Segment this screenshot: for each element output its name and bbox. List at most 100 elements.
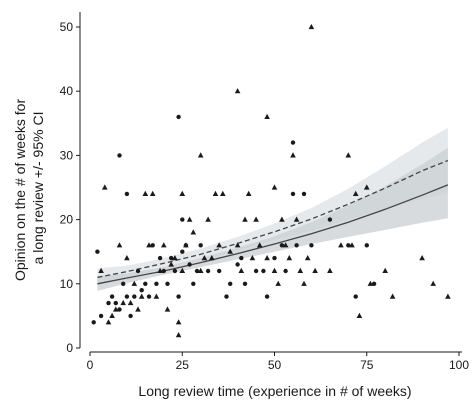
data-point-triangle [113,306,119,312]
data-point-circle [117,307,122,312]
data-point-circle [187,262,192,267]
data-point-triangle [349,242,355,248]
data-point-triangle [138,293,145,299]
data-point-triangle [186,216,193,222]
data-point-triangle [249,255,256,261]
data-point-triangle [445,293,451,299]
data-point-triangle [220,190,226,196]
data-point-circle [242,281,248,286]
data-point-circle [224,294,229,299]
data-point-triangle [242,216,248,222]
data-point-circle [290,140,296,145]
data-point-triangle [135,306,141,312]
data-point-triangle [98,267,104,273]
data-point-triangle [209,255,215,261]
data-point-triangle [253,216,259,222]
data-point-triangle [142,190,149,196]
data-point-triangle [275,280,281,286]
data-point-circle [91,320,96,325]
data-point-triangle [256,242,263,248]
data-point-triangle [109,312,115,318]
confidence-bands [97,127,448,291]
data-point-circle [346,243,351,248]
data-point-circle [283,268,288,274]
data-point-circle [371,281,377,286]
data-point-triangle [175,319,182,325]
data-point-circle [353,294,358,299]
data-point-triangle [304,255,311,261]
data-point-triangle [116,242,123,248]
data-point-circle [143,281,148,286]
data-point-triangle [183,242,189,248]
data-point-circle [172,268,178,274]
data-point-triangle [293,216,300,222]
data-point-circle [279,243,285,248]
y-tick-label: 20 [60,213,74,227]
data-point-triangle [367,280,374,286]
data-point-circle [150,243,155,248]
data-point-triangle [124,255,130,261]
data-point-circle [139,288,144,293]
data-point-triangle [212,190,219,196]
data-point-triangle [301,280,307,286]
data-point-triangle [279,216,285,222]
data-point-triangle [146,242,152,248]
data-point-circle [132,294,137,299]
data-point-triangle [168,261,174,267]
data-point-triangle [149,190,156,196]
x-axis-title: Long review time (experience in # of wee… [138,383,411,399]
data-point-circle [364,243,369,248]
data-point-triangle [102,184,108,190]
data-point-triangle [175,332,182,338]
data-point-circle [228,281,233,286]
data-point-triangle [216,242,222,248]
data-point-triangle [234,88,241,94]
data-point-circle [109,294,115,299]
data-point-circle [253,268,259,274]
data-point-triangle [297,267,304,273]
data-point-triangle [264,113,270,119]
data-point-triangle [238,267,245,273]
data-point-circle [180,249,185,254]
data-point-triangle [430,280,436,286]
y-tick-label: 0 [66,341,73,355]
data-point-circle [294,243,299,248]
data-point-triangle [290,152,296,158]
data-point-triangle [157,267,163,273]
data-point-triangle [179,267,186,273]
data-point-triangle [382,267,388,273]
data-point-triangle [164,306,171,312]
data-point-circle [169,255,174,261]
y-ticks: 0 10 20 30 40 50 [60,20,80,355]
data-point-triangle [172,255,178,261]
data-point-circle [239,255,244,261]
data-point-triangle [338,242,344,248]
x-tick-label: 100 [449,358,469,372]
data-point-triangle [197,267,204,273]
x-ticks: 0 25 50 75 100 [87,352,469,372]
y-axis-title: Opinion on the # of weeks for a long rev… [12,95,46,281]
data-point-triangle [345,152,352,158]
data-point-circle [205,268,211,274]
axes: 0 25 50 75 100 0 10 20 30 40 50 [60,12,469,372]
data-point-circle [98,313,104,319]
data-point-triangle [264,255,270,261]
data-point-circle [113,300,119,306]
data-point-circle [146,294,152,299]
fit-lines [97,159,449,285]
data-points [91,23,451,338]
data-point-circle [264,294,270,299]
data-point-circle [272,255,277,261]
fit-line-solid [97,184,449,285]
data-point-circle [157,255,163,261]
data-point-triangle [419,255,425,261]
data-point-circle [176,114,181,120]
data-point-circle [290,191,296,197]
data-point-triangle [205,216,211,222]
data-point-circle [198,243,203,248]
data-point-circle [217,268,222,274]
x-tick-label: 50 [268,358,282,372]
data-point-triangle [234,242,241,248]
data-point-circle [135,268,141,274]
y-tick-label: 10 [60,277,74,291]
